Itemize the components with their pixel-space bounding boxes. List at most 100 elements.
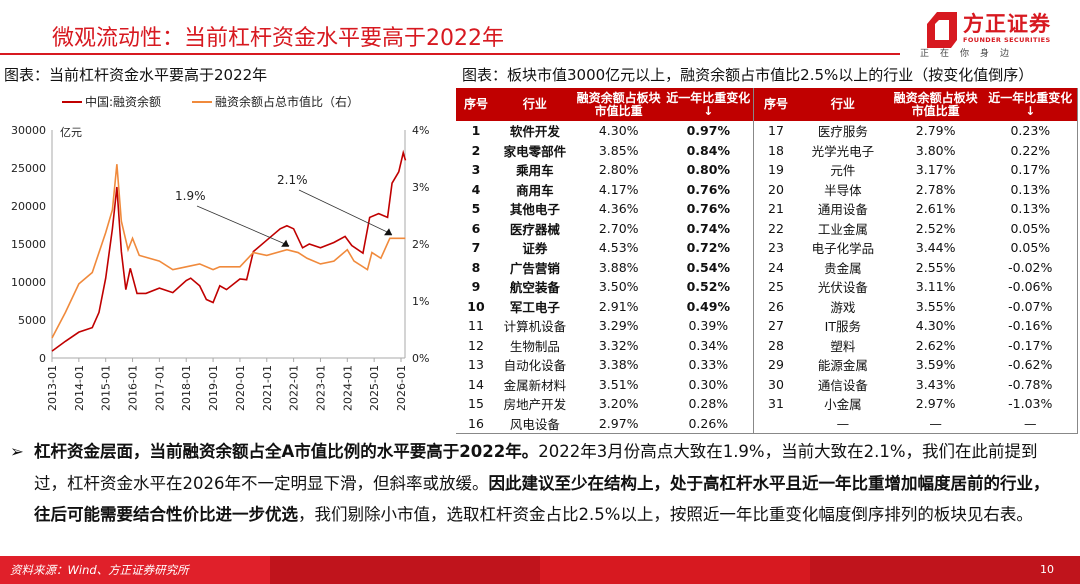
- table-cell: 其他电子: [509, 202, 560, 218]
- y-left-tick: 20000: [11, 200, 46, 213]
- table-row: 28 塑料 2.62% -0.17%: [754, 336, 1078, 356]
- table-cell: 游戏: [830, 299, 856, 315]
- y-right-tick: 1%: [412, 295, 429, 308]
- table-cell: 2.97%: [598, 415, 639, 431]
- table-cell: 乘用车: [516, 163, 554, 179]
- y-left-tick: 0: [39, 352, 46, 365]
- table-cell: 3.29%: [598, 318, 639, 334]
- y-right-tick: 2%: [412, 238, 429, 251]
- table-cell: 软件开发: [509, 124, 560, 140]
- y-left-unit: 亿元: [60, 126, 82, 139]
- table-cell: 13: [468, 357, 484, 373]
- table-cell: 3.38%: [598, 357, 639, 373]
- table-cell: 房地产开发: [503, 397, 567, 413]
- y-left-tick: 25000: [11, 162, 46, 175]
- table-cell: 6: [471, 220, 481, 236]
- table-row: 12 生物制品 3.32% 0.34%: [456, 336, 754, 356]
- x-tick-label: 2022-01: [288, 365, 301, 411]
- commentary-bold-1: 杠杆资金层面，当前融资余额占全A市值比例的水平要高于2022年。: [34, 442, 539, 461]
- table-cell: 30: [768, 376, 784, 392]
- x-tick-label: 2015-01: [100, 365, 113, 411]
- table-cell: 0.23%: [1010, 123, 1051, 139]
- table-cell: 26: [768, 298, 784, 314]
- column-header: 序号: [456, 88, 496, 121]
- table-cell: 航空装备: [509, 280, 560, 296]
- table-cell: -0.17%: [1008, 337, 1053, 353]
- table-row: 11 计算机设备 3.29% 0.39%: [456, 316, 754, 336]
- series-line-0: [51, 149, 407, 352]
- table-cell: 4.53%: [598, 240, 639, 256]
- y-left-tick: 10000: [11, 276, 46, 289]
- x-tick-label: 2014-01: [73, 365, 86, 411]
- table-cell: 3.85%: [598, 142, 639, 158]
- table-cell: 3.11%: [915, 279, 956, 295]
- table-row: 2 家电零部件 3.85% 0.84%: [456, 141, 754, 161]
- table-row: 24 贵金属 2.55% -0.02%: [754, 258, 1078, 278]
- table-cell: 0.52%: [686, 279, 730, 295]
- table-row: 20 半导体 2.78% 0.13%: [754, 180, 1078, 200]
- table-header: 序号 行业 融资余额占板块市值比重 近一年比重变化↓: [754, 88, 1078, 121]
- table-cell: 4.36%: [598, 201, 639, 217]
- table-cell: 0.13%: [1010, 181, 1051, 197]
- table-cell: 0.26%: [688, 415, 729, 431]
- table-row: 18 光学光电子 3.80% 0.22%: [754, 141, 1078, 161]
- table-cell: 2.79%: [915, 123, 956, 139]
- table-cell: 4.30%: [915, 318, 956, 334]
- y-right-tick: 0%: [412, 352, 429, 365]
- table-row: 21 通用设备 2.61% 0.13%: [754, 199, 1078, 219]
- table-row: 25 光伏设备 3.11% -0.06%: [754, 277, 1078, 297]
- table-cell: 3.17%: [915, 162, 956, 178]
- table-row: 29 能源金属 3.59% -0.62%: [754, 355, 1078, 375]
- commentary-bold-2: 因此建议至少在结构上，处于高杠杆水平且近一年比重增加幅度居前的行业，往后可能需要…: [34, 473, 1050, 525]
- table-cell: 4.30%: [598, 123, 639, 139]
- table-cell: -1.03%: [1008, 396, 1053, 412]
- table-cell: 金属新材料: [503, 377, 567, 393]
- table-cell: 19: [768, 162, 784, 178]
- table-cell: 3.20%: [598, 396, 639, 412]
- table-cell: 0.72%: [686, 240, 730, 256]
- table-cell: 0.17%: [1010, 162, 1051, 178]
- footer-bar: 资料来源：Wind、方正证券研究所 10: [0, 556, 1080, 584]
- table-cell: IT服务: [824, 319, 861, 335]
- table-row: 9 航空装备 3.50% 0.52%: [456, 277, 754, 297]
- commentary: ➢ 杠杆资金层面，当前融资余额占全A市值比例的水平要高于2022年。2022年3…: [10, 436, 1054, 531]
- legend-label-0: 中国:融资余额: [85, 94, 161, 109]
- table-cell: 2.97%: [915, 396, 956, 412]
- annotation-label: 2.1%: [277, 173, 308, 187]
- table-cell: 生物制品: [509, 338, 560, 354]
- industry-table-left: 序号 行业 融资余额占板块市值比重 近一年比重变化↓ 1 软件开发 4.30% 0.97% 2 家…: [456, 88, 754, 434]
- table-cell: 4: [471, 181, 481, 197]
- table-cell: 2.55%: [915, 259, 956, 275]
- table-cell: 2.80%: [598, 162, 639, 178]
- table-row: — — —: [754, 414, 1078, 434]
- table-cell: 31: [768, 396, 784, 412]
- table-cell: 0.76%: [686, 201, 730, 217]
- table-cell: 风电设备: [509, 416, 560, 432]
- table-cell: —: [1024, 415, 1037, 431]
- table-cell: -0.62%: [1008, 357, 1053, 373]
- chart-caption: 图表：当前杠杆资金水平要高于2022年: [4, 66, 268, 84]
- y-right-tick: 3%: [412, 181, 429, 194]
- table-cell: 广告营销: [509, 260, 560, 276]
- table-row: 15 房地产开发 3.20% 0.28%: [456, 394, 754, 414]
- series-line-1: [51, 164, 406, 339]
- table-row: 4 商用车 4.17% 0.76%: [456, 180, 754, 200]
- x-tick-label: 2023-01: [314, 365, 327, 411]
- table-row: 5 其他电子 4.36% 0.76%: [456, 199, 754, 219]
- table-cell: 能源金属: [817, 358, 868, 374]
- table-cell: —: [836, 415, 850, 431]
- table-row: 13 自动化设备 3.38% 0.33%: [456, 355, 754, 375]
- slogan: 正在你身边: [920, 49, 1021, 59]
- table-cell: 0.33%: [688, 357, 729, 373]
- table-cell: 18: [768, 142, 784, 158]
- column-header: 行业: [797, 88, 888, 121]
- table-row: 17 医疗服务 2.79% 0.23%: [754, 121, 1078, 141]
- table-cell: 元件: [830, 163, 856, 179]
- table-cell: 工业金属: [817, 221, 868, 237]
- table-row: 16 风电设备 2.97% 0.26%: [456, 414, 754, 434]
- table-cell: 17: [768, 123, 784, 139]
- arrowhead-icon: [281, 239, 290, 247]
- annotation-label: 1.9%: [175, 189, 206, 203]
- table-row: 31 小金属 2.97% -1.03%: [754, 394, 1078, 414]
- column-header: 近一年比重变化↓: [983, 88, 1078, 121]
